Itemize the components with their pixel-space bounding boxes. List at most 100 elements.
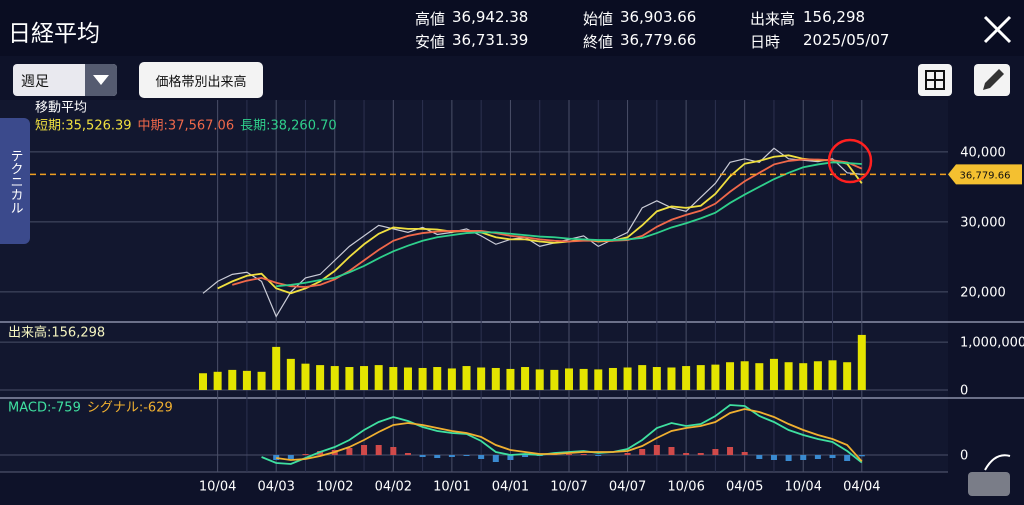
histogram-bar xyxy=(814,455,821,459)
layout-button[interactable] xyxy=(918,64,952,96)
x-tick-label: 04/01 xyxy=(492,480,529,495)
technical-tab[interactable]: テクニカル xyxy=(0,118,30,244)
draw-button[interactable] xyxy=(974,64,1010,96)
volume-bar xyxy=(638,365,647,391)
volume-bar xyxy=(374,365,383,391)
volume-bar xyxy=(521,367,530,391)
volume-bar xyxy=(608,367,617,391)
histogram-bar xyxy=(507,455,514,460)
histogram-bar xyxy=(492,455,499,462)
stat-value: 36,942.38 xyxy=(452,8,529,26)
stat-label: 安値 xyxy=(415,33,446,51)
volume-bar xyxy=(506,368,515,391)
y-tick-label: 0 xyxy=(960,384,968,399)
volume-bar xyxy=(843,362,852,391)
histogram-bar xyxy=(770,455,777,460)
histogram-bar xyxy=(478,455,485,459)
histogram-bar xyxy=(829,455,836,458)
volume-bar xyxy=(462,366,471,391)
volume-bar xyxy=(667,367,676,391)
x-tick-label: 04/07 xyxy=(609,480,646,495)
volume-bar xyxy=(301,363,310,391)
volume-bar xyxy=(447,368,456,391)
volume-bar xyxy=(784,362,793,391)
series-line xyxy=(217,154,863,295)
histogram-bar xyxy=(844,455,851,461)
x-tick-label: 10/04 xyxy=(785,480,822,495)
y-tick-label: 40,000 xyxy=(960,145,1006,160)
histogram-bar xyxy=(785,455,792,461)
volume-bar xyxy=(828,360,837,391)
histogram-bar xyxy=(595,455,602,456)
histogram-bar xyxy=(419,455,426,457)
x-tick-label: 04/04 xyxy=(843,480,880,495)
stat-value: 156,298 xyxy=(803,8,866,26)
stat-value: 36,779.66 xyxy=(620,31,697,49)
stat-label: 出来高 xyxy=(750,10,796,28)
volume-bar xyxy=(360,366,369,391)
histogram-bar xyxy=(302,454,309,455)
legend-entry: MACD:-759 xyxy=(8,401,81,416)
volume-bar xyxy=(213,371,222,391)
plot-bg xyxy=(0,100,948,472)
histogram-bar xyxy=(566,454,572,455)
volume-bar xyxy=(579,368,588,391)
legend-title: 移動平均 xyxy=(35,101,87,116)
x-tick-label: 10/04 xyxy=(199,480,236,495)
y-tick-label: 1,000,000 xyxy=(960,336,1024,351)
histogram-bar xyxy=(390,447,397,455)
highlight-circle xyxy=(827,138,873,184)
x-tick-label: 10/06 xyxy=(667,480,704,495)
volume-bar xyxy=(696,365,705,391)
x-tick-label: 10/02 xyxy=(316,480,353,495)
x-tick-label: 04/02 xyxy=(375,480,412,495)
legend-entry: 出来高:156,298 xyxy=(8,325,105,341)
histogram-bar xyxy=(712,449,719,455)
volume-bar xyxy=(433,367,442,391)
legend-entry: シグナル:-629 xyxy=(87,401,173,416)
series-line xyxy=(202,147,862,318)
x-tick-label: 10/07 xyxy=(550,480,587,495)
volume-bar xyxy=(550,369,559,391)
histogram-bar xyxy=(580,454,587,455)
dropdown-arrow xyxy=(85,64,117,96)
volume-bar xyxy=(272,346,281,391)
histogram-bar xyxy=(346,448,353,455)
page-title: 日経平均 xyxy=(8,21,100,47)
histogram-bar xyxy=(668,447,675,455)
volume-bar xyxy=(389,367,398,391)
volume-bar xyxy=(565,368,573,391)
volume-bar xyxy=(535,369,544,391)
volume-profile-button[interactable]: 価格帯別出来高 xyxy=(139,62,263,98)
stat-label: 高値 xyxy=(415,10,446,28)
volume-bar xyxy=(199,373,207,391)
current-price-label: 36,779.66 xyxy=(960,170,1011,181)
histogram-bar xyxy=(741,452,748,455)
volume-bar xyxy=(477,367,486,391)
period-select[interactable]: 週足 xyxy=(13,64,117,96)
x-tick-label: 04/03 xyxy=(257,480,294,495)
stat-value: 36,731.39 xyxy=(452,31,529,49)
histogram-bar xyxy=(375,445,382,455)
histogram-bar xyxy=(463,455,470,456)
histogram-bar xyxy=(653,445,660,455)
close-icon[interactable] xyxy=(983,15,1012,44)
volume-bar xyxy=(769,358,778,391)
volume-bar xyxy=(682,366,691,391)
histogram-bar xyxy=(800,455,807,460)
volume-bar xyxy=(286,358,295,391)
volume-bar xyxy=(418,367,427,391)
legend-entry: 長期:38,260.70 xyxy=(240,119,337,134)
histogram-bar xyxy=(727,447,734,455)
export-button[interactable] xyxy=(968,454,1011,496)
series-line xyxy=(276,161,862,288)
y-tick-label: 20,000 xyxy=(960,285,1006,300)
legend-entry: 短期:35,526.39 xyxy=(35,119,132,134)
stat-value: 36,903.66 xyxy=(620,8,697,26)
volume-bar xyxy=(711,364,720,391)
histogram-bar xyxy=(434,455,441,458)
histogram-bar xyxy=(317,451,324,455)
volume-bar xyxy=(316,365,325,391)
